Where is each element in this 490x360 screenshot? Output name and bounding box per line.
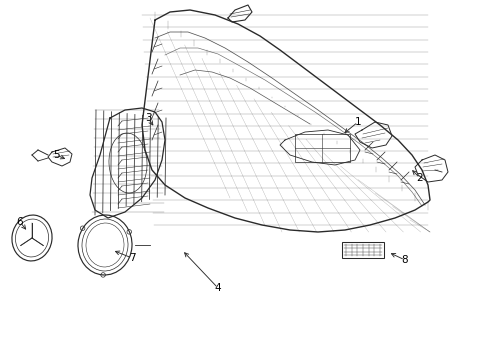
Text: 7: 7 <box>129 253 135 263</box>
Text: 5: 5 <box>53 150 59 160</box>
Text: 4: 4 <box>215 283 221 293</box>
Text: 1: 1 <box>355 117 361 127</box>
Text: 2: 2 <box>416 173 423 183</box>
Text: 3: 3 <box>145 113 151 123</box>
Text: 6: 6 <box>17 217 24 227</box>
Bar <box>342 242 384 258</box>
Text: 8: 8 <box>402 255 408 265</box>
